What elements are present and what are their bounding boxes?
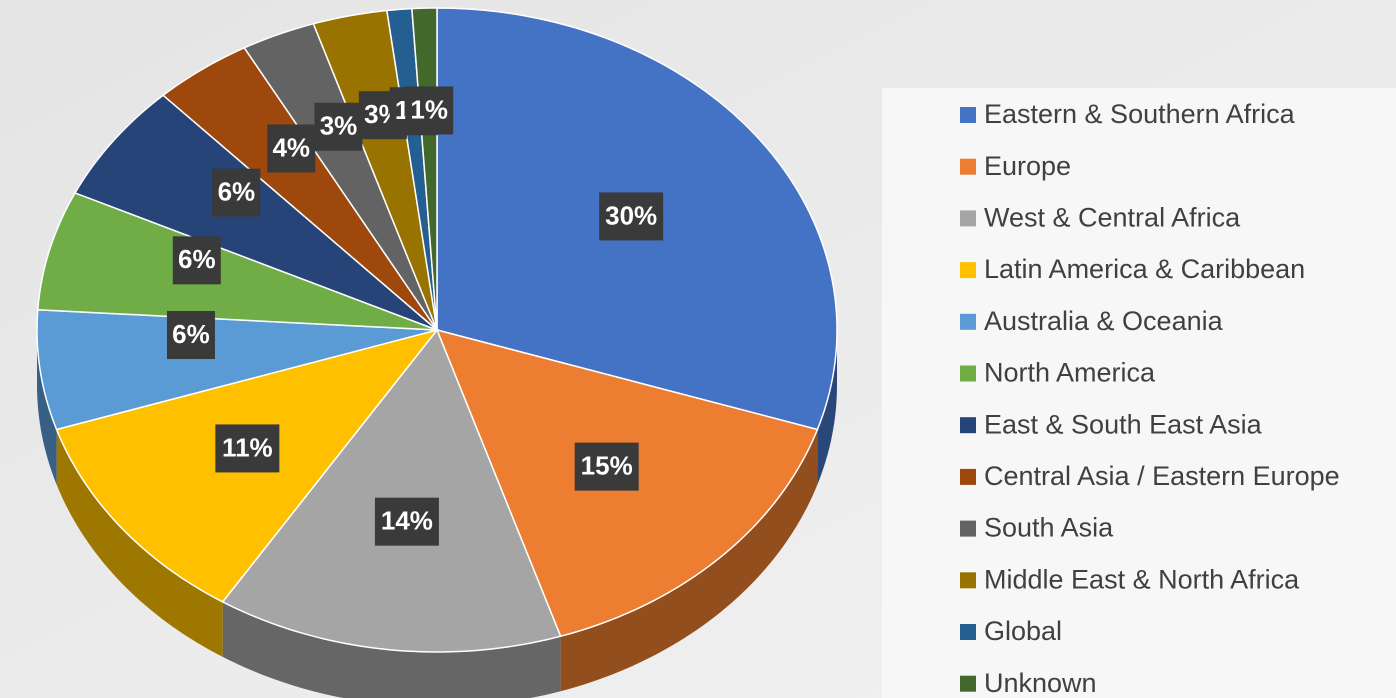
data-label: 6% xyxy=(178,244,216,274)
legend-label: Global xyxy=(984,616,1062,646)
data-label: 11% xyxy=(222,432,273,462)
label-box xyxy=(374,497,439,546)
label-box xyxy=(599,192,664,241)
legend-swatch xyxy=(960,107,976,123)
slice-side xyxy=(56,429,223,657)
legend-swatch xyxy=(960,262,976,279)
legend-label: Unknown xyxy=(984,668,1097,698)
legend: Eastern & Southern Africa Europe West & Ce… xyxy=(960,99,1340,698)
legend-swatch xyxy=(960,210,976,227)
data-label: 15% xyxy=(581,450,633,480)
data-label: 6% xyxy=(218,177,256,207)
legend-label: Latin America & Caribbean xyxy=(984,254,1305,284)
data-label: 14% xyxy=(381,506,433,536)
labels: 30%15%14%11%6%6%6%4%3%3%1%1% xyxy=(166,86,664,546)
data-label: 6% xyxy=(172,319,210,349)
legend-label: Australia & Oceania xyxy=(984,306,1224,336)
label-box xyxy=(212,168,261,217)
label-box xyxy=(267,124,316,173)
legend-swatch xyxy=(960,572,976,589)
legend-label: Europe xyxy=(984,151,1071,181)
legend-swatch xyxy=(960,468,976,485)
slice xyxy=(161,46,438,331)
legend-swatch xyxy=(960,417,976,434)
legend-swatch xyxy=(960,313,976,330)
legend-label: South Asia xyxy=(984,513,1114,543)
legend-label: East & South East Asia xyxy=(984,409,1263,439)
label-box xyxy=(574,442,639,491)
legend-panel xyxy=(882,88,1396,698)
legend-label: Eastern & Southern Africa xyxy=(984,99,1296,129)
legend-swatch xyxy=(960,675,976,692)
legend-label: North America xyxy=(984,358,1156,388)
slice-side xyxy=(817,330,837,485)
slice-side xyxy=(37,330,57,485)
legend-swatch xyxy=(960,624,976,640)
label-box xyxy=(172,236,221,285)
legend-label: Middle East & North Africa xyxy=(984,564,1300,594)
data-label: 30% xyxy=(605,200,657,230)
data-label: 1% xyxy=(410,94,448,124)
slice xyxy=(312,9,438,331)
slice xyxy=(36,308,438,431)
legend-swatch xyxy=(960,365,976,382)
legend-label: West & Central Africa xyxy=(984,203,1241,233)
slice xyxy=(243,22,438,331)
label-box xyxy=(405,86,454,135)
slice-side xyxy=(560,429,818,692)
label-box xyxy=(166,311,215,360)
data-label: 4% xyxy=(272,132,310,162)
label-box xyxy=(215,424,280,473)
data-label: 3% xyxy=(320,111,358,141)
legend-label: Central Asia / Eastern Europe xyxy=(984,461,1340,491)
slice xyxy=(36,191,438,331)
legend-swatch xyxy=(960,520,976,537)
label-box xyxy=(314,102,363,151)
slice xyxy=(221,328,562,653)
legend-swatch xyxy=(960,158,976,175)
